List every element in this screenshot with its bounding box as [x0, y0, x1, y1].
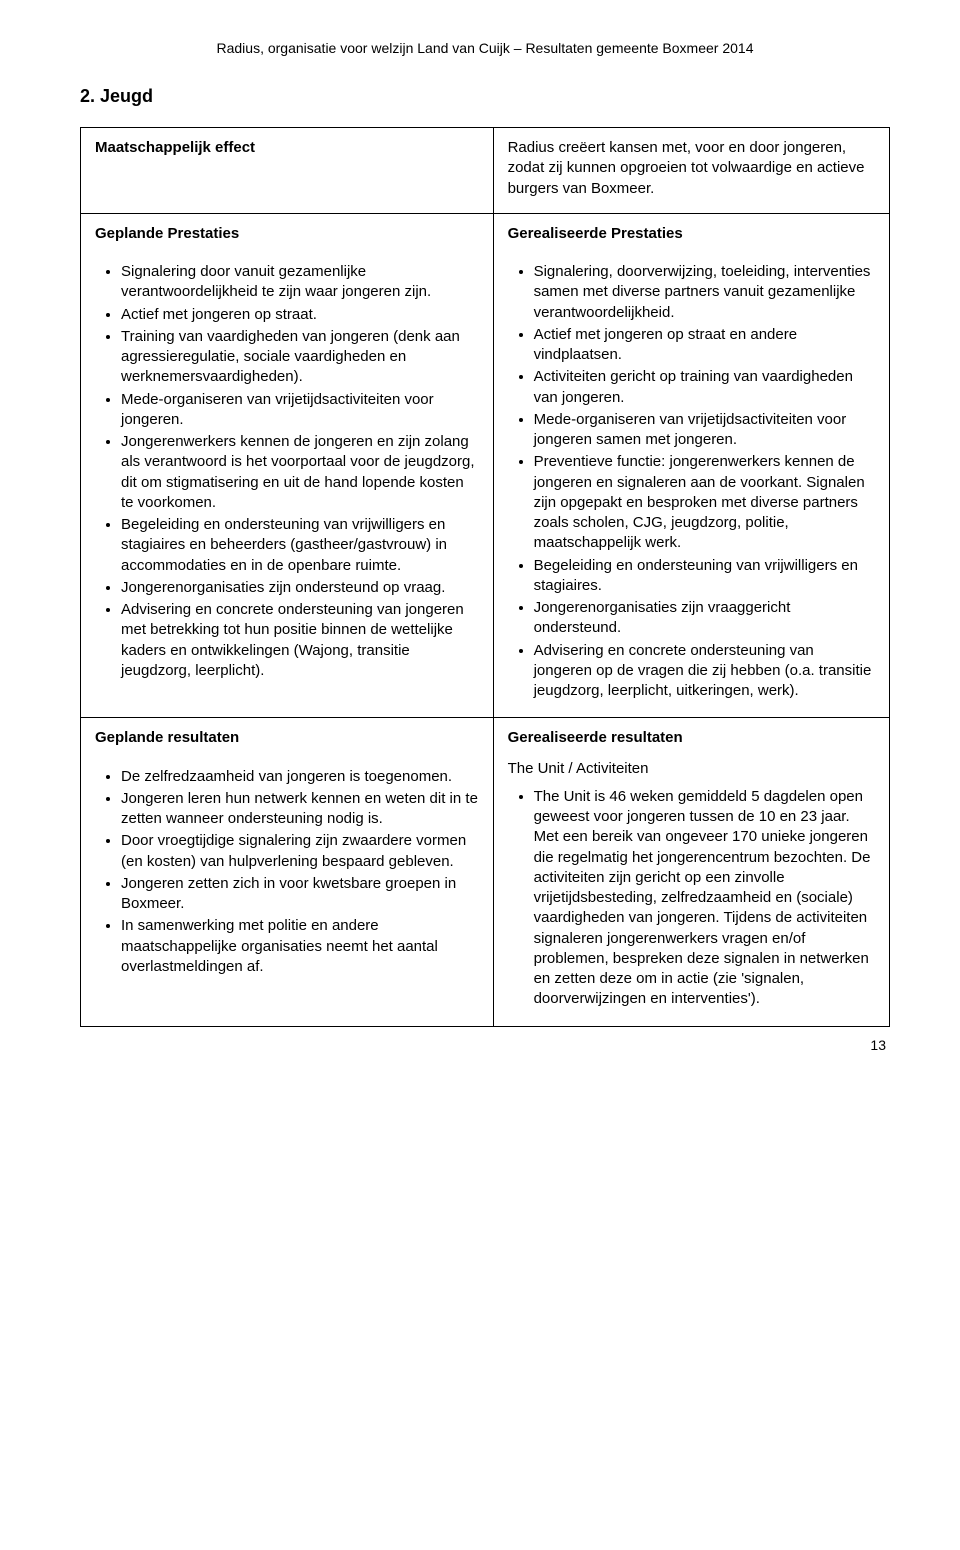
cell-prestaties-right: Gerealiseerde Prestaties Signalering, do…: [493, 213, 889, 718]
cell-effect-right: Radius creëert kansen met, voor en door …: [493, 128, 889, 214]
list-item: Signalering, doorverwijzing, toeleiding,…: [534, 262, 875, 323]
effect-right-text: Radius creëert kansen met, voor en door …: [508, 138, 875, 199]
table-row-prestaties: Geplande Prestaties Signalering door van…: [81, 213, 890, 718]
resultaten-left-header: Geplande resultaten: [95, 728, 479, 748]
section-number-text: 2.: [80, 86, 95, 106]
list-item: In samenwerking met politie en andere ma…: [121, 916, 479, 977]
resultaten-left-list: De zelfredzaamheid van jongeren is toege…: [95, 767, 479, 978]
resultaten-right-subheader: The Unit / Activiteiten: [508, 759, 875, 779]
table-row-effect: Maatschappelijk effect Radius creëert ka…: [81, 128, 890, 214]
cell-resultaten-right: Gerealiseerde resultaten The Unit / Acti…: [493, 718, 889, 1026]
section-title: 2. Jeugd: [80, 86, 890, 107]
list-item: Training van vaardigheden van jongeren (…: [121, 327, 479, 388]
cell-prestaties-left: Geplande Prestaties Signalering door van…: [81, 213, 494, 718]
list-item: Jongerenorganisaties zijn vraaggericht o…: [534, 598, 875, 639]
prestaties-right-list: Signalering, doorverwijzing, toeleiding,…: [508, 262, 875, 701]
list-item: Mede-organiseren van vrijetijdsactivitei…: [534, 410, 875, 451]
list-item: Jongeren leren hun netwerk kennen en wet…: [121, 789, 479, 830]
prestaties-right-header: Gerealiseerde Prestaties: [508, 224, 875, 244]
table-row-resultaten: Geplande resultaten De zelfredzaamheid v…: [81, 718, 890, 1026]
list-item: Jongerenwerkers kennen de jongeren en zi…: [121, 432, 479, 513]
list-item: Advisering en concrete ondersteuning van…: [534, 641, 875, 702]
document-page: Radius, organisatie voor welzijn Land va…: [0, 0, 960, 1093]
cell-resultaten-left: Geplande resultaten De zelfredzaamheid v…: [81, 718, 494, 1026]
list-item: Actief met jongeren op straat.: [121, 305, 479, 325]
list-item: The Unit is 46 weken gemiddeld 5 dagdele…: [534, 787, 875, 1010]
prestaties-left-header: Geplande Prestaties: [95, 224, 479, 244]
list-item: Advisering en concrete ondersteuning van…: [121, 600, 479, 681]
list-item: Activiteiten gericht op training van vaa…: [534, 367, 875, 408]
prestaties-left-list: Signalering door vanuit gezamenlijke ver…: [95, 262, 479, 681]
list-item: Begeleiding en ondersteuning van vrijwil…: [121, 515, 479, 576]
list-item: Door vroegtijdige signalering zijn zwaar…: [121, 831, 479, 872]
list-item: Actief met jongeren op straat en andere …: [534, 325, 875, 366]
list-item: Signalering door vanuit gezamenlijke ver…: [121, 262, 479, 303]
page-number: 13: [80, 1037, 890, 1053]
resultaten-right-list: The Unit is 46 weken gemiddeld 5 dagdele…: [508, 787, 875, 1010]
content-table: Maatschappelijk effect Radius creëert ka…: [80, 127, 890, 1027]
list-item: Begeleiding en ondersteuning van vrijwil…: [534, 556, 875, 597]
list-item: De zelfredzaamheid van jongeren is toege…: [121, 767, 479, 787]
list-item: Mede-organiseren van vrijetijdsactivitei…: [121, 390, 479, 431]
list-item: Jongeren zetten zich in voor kwetsbare g…: [121, 874, 479, 915]
cell-effect-left: Maatschappelijk effect: [81, 128, 494, 214]
effect-left-header: Maatschappelijk effect: [95, 138, 479, 158]
page-header: Radius, organisatie voor welzijn Land va…: [80, 40, 890, 56]
section-title-text: Jeugd: [100, 86, 153, 106]
resultaten-right-header: Gerealiseerde resultaten: [508, 728, 875, 748]
list-item: Jongerenorganisaties zijn ondersteund op…: [121, 578, 479, 598]
list-item: Preventieve functie: jongerenwerkers ken…: [534, 452, 875, 553]
